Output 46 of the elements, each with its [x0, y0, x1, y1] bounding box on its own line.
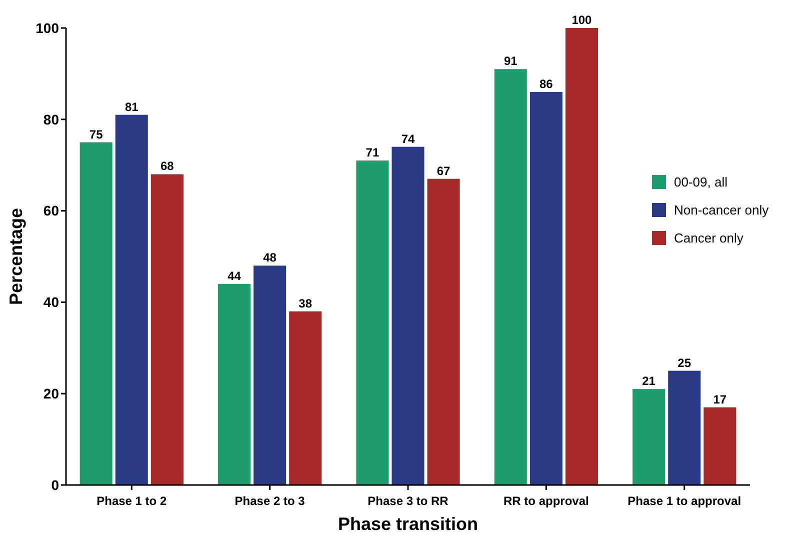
bar: [668, 370, 701, 485]
data-label: 67: [436, 164, 451, 178]
y-tick-label: 60: [43, 202, 60, 219]
y-tick-label: 40: [43, 294, 60, 310]
data-label: 74: [401, 132, 415, 146]
x-tick-label: Phase 1 to 2: [96, 494, 167, 508]
legend-label: Non-cancer only: [674, 202, 770, 218]
y-axis-title: Percentage: [6, 208, 26, 306]
x-axis-title: Phase transition: [338, 514, 478, 534]
data-label: 100: [572, 13, 592, 27]
bar: [530, 92, 562, 485]
data-label: 17: [713, 392, 727, 406]
bar: [494, 69, 527, 485]
data-label: 25: [678, 356, 692, 370]
data-label: 21: [642, 374, 656, 388]
data-label: 44: [228, 268, 242, 283]
bar: [115, 114, 148, 485]
bar: [218, 284, 251, 485]
x-tick-label: RR to approval: [504, 494, 589, 508]
y-tick-label: 80: [43, 111, 60, 128]
bar: [150, 174, 184, 485]
x-tick-label: Phase 2 to 3: [234, 494, 306, 508]
bar: [356, 160, 389, 485]
bar: [289, 311, 322, 485]
data-label: 75: [89, 127, 104, 142]
y-tick-label: 100: [36, 20, 60, 36]
bar: [254, 266, 286, 485]
legend-label: 00-09, all: [674, 174, 728, 190]
bar: [565, 28, 598, 485]
legend-label: Cancer only: [674, 230, 744, 246]
data-label: 86: [540, 76, 554, 91]
data-label: 91: [504, 54, 518, 68]
y-tick-label: 20: [43, 386, 60, 402]
bar: [632, 389, 666, 485]
bar: [704, 407, 736, 485]
y-tick-label: 0: [51, 476, 60, 493]
bar: [427, 178, 460, 485]
x-tick-label: Phase 1 to approval: [628, 494, 742, 508]
bar: [80, 142, 112, 485]
data-label: 48: [263, 250, 277, 265]
data-label: 68: [160, 159, 174, 174]
data-label: 71: [366, 146, 380, 160]
bar: [392, 146, 424, 485]
data-label: 38: [298, 296, 312, 310]
x-tick-label: Phase 3 to RR: [368, 494, 449, 508]
data-label: 81: [124, 100, 139, 114]
